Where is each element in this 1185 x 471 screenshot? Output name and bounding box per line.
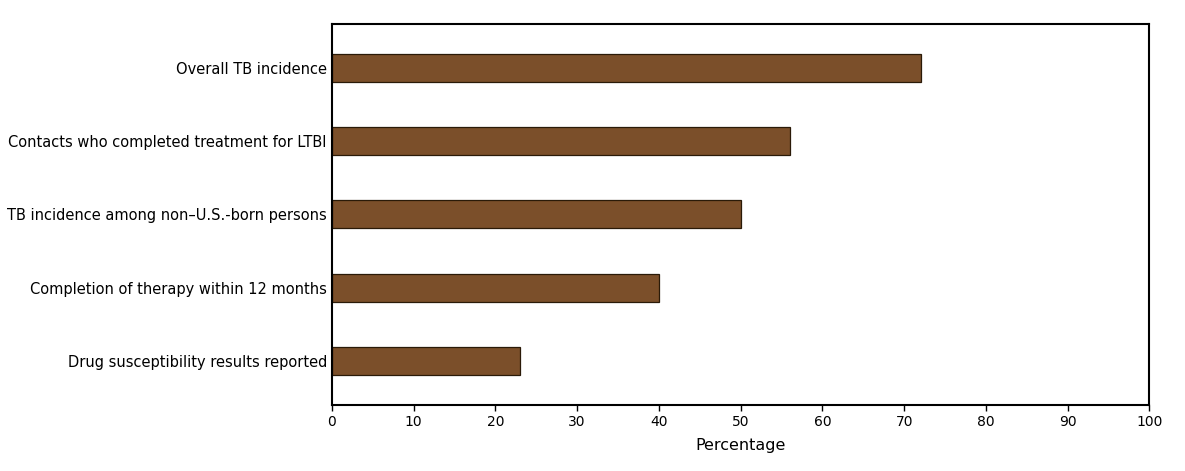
X-axis label: Percentage: Percentage [696,438,786,453]
Bar [332,127,789,155]
Bar [332,200,741,228]
Bar [332,347,520,375]
Bar [332,54,921,81]
Bar [332,274,659,301]
